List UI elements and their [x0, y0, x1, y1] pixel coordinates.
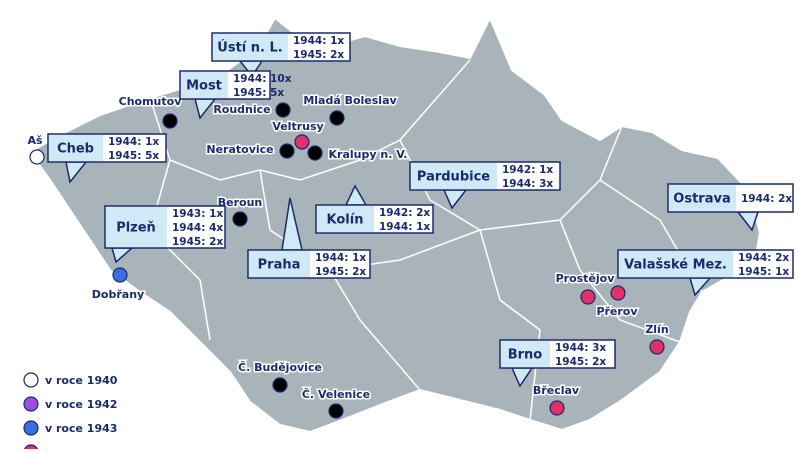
callout-name-bg — [181, 72, 228, 98]
callout-line: 1945: 5x — [233, 87, 284, 99]
callout-name-bg — [213, 34, 288, 60]
callout-name-bg — [501, 341, 550, 367]
legend-label: v roce 1940 — [45, 374, 118, 387]
place-dot — [649, 339, 665, 355]
callout-name: Praha — [258, 258, 301, 273]
place-label: Dobřany — [92, 288, 144, 301]
place-dot — [328, 403, 344, 419]
place-label: Chomutov — [119, 95, 183, 108]
callout-name: Most — [186, 79, 222, 94]
legend-dot — [23, 372, 39, 388]
legend-dot — [23, 444, 39, 453]
place-label: Č. Velenice — [302, 388, 370, 401]
place-label: Veltrusy — [272, 120, 323, 133]
callout-line: 1945: 2x — [555, 356, 606, 368]
place-label: Přerov — [596, 305, 638, 318]
callout-line: 1942: 2x — [379, 207, 430, 219]
place-label: Aš — [27, 134, 43, 147]
callout-name: Brno — [508, 348, 543, 363]
place-label: Prostějov — [556, 272, 616, 285]
place-dot — [329, 110, 345, 126]
legend-dot — [23, 396, 39, 412]
place-dot — [112, 267, 128, 283]
callout-line: 1944: 1x — [108, 136, 159, 148]
place-dot — [272, 377, 288, 393]
place-dot — [275, 102, 291, 118]
callout-line: 1945: 2x — [172, 236, 223, 248]
callout-line: 1945: 2x — [315, 266, 366, 278]
place-dot — [232, 211, 248, 227]
place-label: Beroun — [218, 196, 263, 209]
callout-line: 1944: 1x — [315, 252, 366, 264]
callout-line: 1942: 1x — [502, 164, 553, 176]
place-dot — [610, 285, 626, 301]
place-label: Roudnice — [213, 103, 270, 116]
place-label: Břeclav — [533, 384, 580, 397]
callout-name: Pardubice — [417, 170, 490, 185]
place-label: Č. Budějovice — [238, 361, 322, 374]
callout-line: 1945: 5x — [108, 150, 159, 162]
place-dot — [29, 149, 45, 165]
callout-name: Cheb — [57, 142, 94, 157]
callout-line: 1944: 10x — [233, 73, 292, 85]
place-dot — [279, 143, 295, 159]
callout-name-bg — [317, 206, 374, 232]
callout-line: 1945: 1x — [738, 266, 789, 278]
callout-name-bg — [49, 135, 103, 161]
callout-name: Plzeň — [116, 221, 156, 236]
callout-name: Kolín — [327, 213, 364, 228]
callout-line: 1944: 1x — [293, 35, 344, 47]
place-label: Kralupy n. V. — [329, 148, 408, 161]
place-dot — [162, 113, 178, 129]
place-label: Neratovice — [206, 143, 273, 156]
place-label: Mladá Boleslav — [303, 94, 397, 107]
callout-line: 1944: 1x — [379, 221, 430, 233]
callout-name-bg — [249, 251, 310, 277]
place-dot — [307, 145, 323, 161]
callout-line: 1944: 3x — [555, 342, 606, 354]
place-dot — [580, 289, 596, 305]
callout-line: 1944: 2x — [741, 193, 792, 205]
callout-line: 1944: 4x — [172, 222, 223, 234]
callout-name: Valašské Mez. — [624, 258, 727, 273]
callout-line: 1944: 3x — [502, 178, 553, 190]
callout-line: 1944: 2x — [738, 252, 789, 264]
place-label: Zlín — [645, 323, 668, 336]
legend-dot — [23, 420, 39, 436]
place-dot — [294, 134, 310, 150]
callout-name-bg — [106, 207, 167, 247]
callout-line: 1943: 1x — [172, 208, 223, 220]
callout-name-bg — [619, 251, 733, 277]
callout-line: 1945: 2x — [293, 49, 344, 61]
callout-name-bg — [669, 185, 736, 211]
legend-label: v roce 1942 — [45, 398, 117, 411]
callout-name-bg — [411, 163, 497, 189]
callout-name: Ústí n. L. — [217, 40, 282, 56]
legend-label: v roce 1943 — [45, 422, 117, 435]
place-dot — [549, 400, 565, 416]
callout-name: Ostrava — [673, 192, 730, 207]
